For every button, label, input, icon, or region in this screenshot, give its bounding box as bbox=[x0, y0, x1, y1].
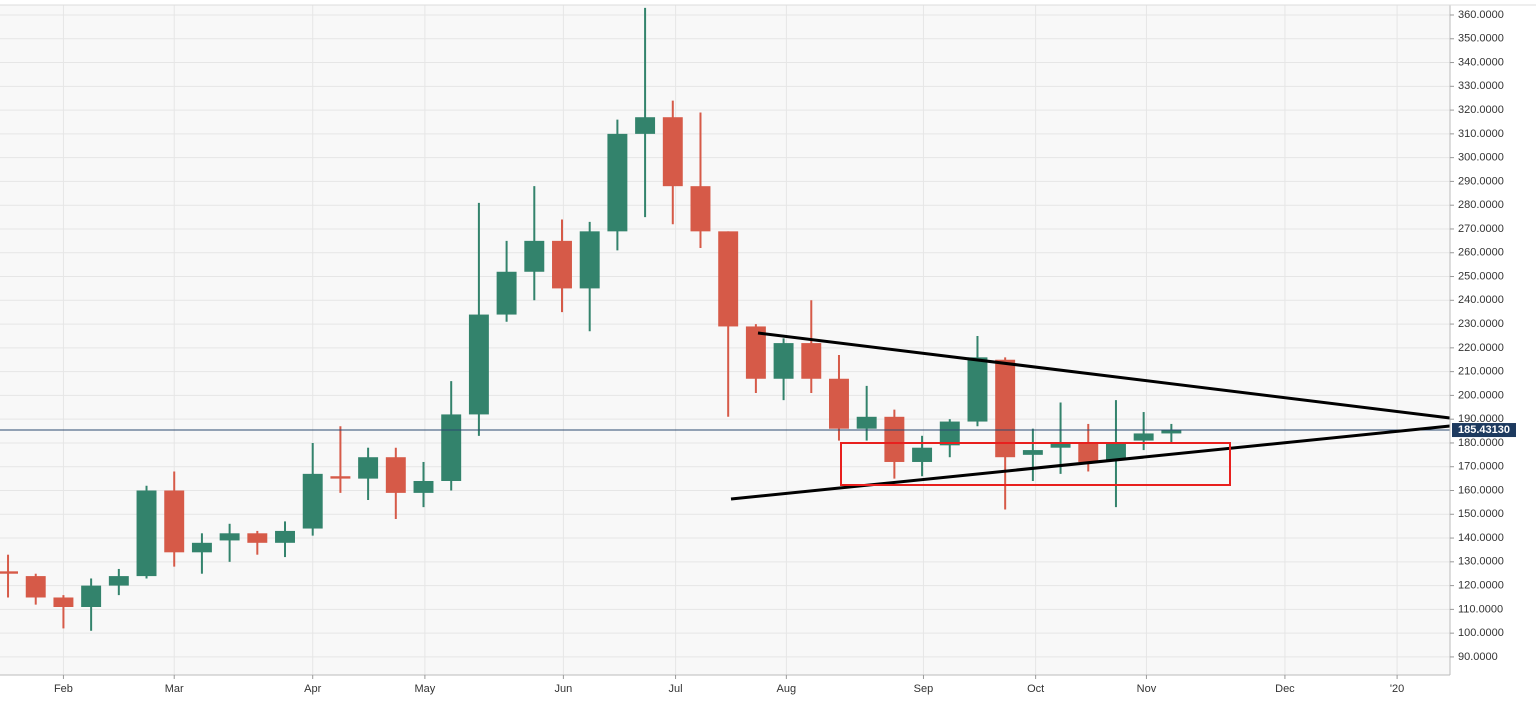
x-tick-label: '20 bbox=[1390, 683, 1404, 695]
x-tick-label: Mar bbox=[165, 683, 184, 695]
y-tick-label: 300.0000 bbox=[1458, 152, 1504, 164]
y-tick-label: 160.0000 bbox=[1458, 484, 1504, 496]
candle-body bbox=[385, 457, 406, 493]
candle-body bbox=[358, 457, 379, 479]
candle-body bbox=[275, 530, 295, 543]
y-tick-label: 220.0000 bbox=[1458, 342, 1504, 354]
y-tick-label: 100.0000 bbox=[1458, 627, 1504, 639]
candle-body bbox=[690, 186, 711, 232]
y-tick-label: 330.0000 bbox=[1458, 80, 1504, 92]
candle-body bbox=[413, 480, 434, 493]
candle-body bbox=[718, 231, 739, 327]
candle-body bbox=[967, 357, 988, 422]
candle-body bbox=[607, 133, 628, 232]
y-tick-label: 280.0000 bbox=[1458, 199, 1504, 211]
candle-body bbox=[773, 343, 794, 379]
candle-body bbox=[0, 571, 19, 574]
candle-body bbox=[829, 378, 849, 429]
candle-body bbox=[496, 271, 517, 315]
y-tick-label: 180.0000 bbox=[1458, 437, 1504, 449]
candle-body bbox=[1050, 442, 1071, 448]
last-price-box bbox=[1452, 423, 1516, 438]
x-tick-label: Feb bbox=[54, 683, 73, 695]
trend-line-upper bbox=[757, 331, 1451, 420]
candle-body bbox=[247, 533, 268, 543]
candle-body bbox=[995, 359, 1016, 458]
candle-body bbox=[136, 490, 157, 577]
x-tick-label: Sep bbox=[914, 683, 934, 695]
y-tick-label: 190.0000 bbox=[1458, 413, 1504, 425]
candle-body bbox=[662, 117, 683, 187]
x-tick-label: May bbox=[414, 683, 435, 695]
candle-body bbox=[164, 490, 185, 553]
candle-body bbox=[468, 314, 489, 415]
y-tick-label: 240.0000 bbox=[1458, 294, 1504, 306]
y-tick-label: 360.0000 bbox=[1458, 9, 1504, 21]
highlight-box bbox=[840, 442, 1231, 486]
x-tick-label: Aug bbox=[777, 683, 797, 695]
candle-body bbox=[552, 240, 572, 289]
candles bbox=[0, 7, 1450, 631]
candle-body bbox=[1078, 442, 1099, 462]
y-tick-label: 310.0000 bbox=[1458, 128, 1504, 140]
y-tick-label: 270.0000 bbox=[1458, 223, 1504, 235]
y-tick-label: 170.0000 bbox=[1458, 461, 1504, 473]
candle-body bbox=[1022, 450, 1043, 455]
y-tick-label: 120.0000 bbox=[1458, 580, 1504, 592]
candle-body bbox=[912, 447, 933, 462]
y-tick-label: 140.0000 bbox=[1458, 532, 1504, 544]
x-tick-label: Jul bbox=[669, 683, 683, 695]
y-tick-label: 320.0000 bbox=[1458, 104, 1504, 116]
x-tick-label: Nov bbox=[1137, 683, 1157, 695]
candle-body bbox=[302, 473, 323, 529]
candle-body bbox=[81, 585, 102, 608]
candle-body bbox=[801, 343, 822, 379]
candle-body bbox=[108, 576, 129, 586]
candle-body bbox=[524, 240, 545, 272]
y-tick-label: 110.0000 bbox=[1458, 603, 1503, 615]
candle-body bbox=[884, 416, 905, 462]
x-tick-label: Apr bbox=[304, 683, 321, 695]
y-tick-label: 150.0000 bbox=[1458, 508, 1504, 520]
grid bbox=[0, 5, 1450, 675]
y-tick-label: 260.0000 bbox=[1458, 247, 1504, 259]
candle-body bbox=[191, 542, 212, 553]
x-tick-label: Oct bbox=[1027, 683, 1044, 695]
candle-body bbox=[745, 326, 766, 379]
candle-body bbox=[635, 117, 656, 134]
candle-body bbox=[1105, 442, 1126, 460]
y-tick-label: 210.0000 bbox=[1458, 366, 1504, 378]
plot-background bbox=[0, 5, 1450, 675]
x-tick-label: Jun bbox=[555, 683, 573, 695]
candle-body bbox=[441, 414, 462, 481]
candle-body bbox=[579, 231, 600, 289]
y-tick-label: 90.0000 bbox=[1458, 651, 1498, 663]
y-tick-label: 200.0000 bbox=[1458, 389, 1504, 401]
candle-body bbox=[1133, 433, 1154, 441]
candle-body bbox=[330, 476, 351, 479]
candle-body bbox=[939, 421, 960, 446]
y-tick-label: 290.0000 bbox=[1458, 175, 1504, 187]
last-price-label: 185.43130 bbox=[1458, 424, 1510, 436]
candle-body bbox=[53, 597, 74, 608]
candle-body bbox=[219, 533, 240, 541]
x-tick-label: Dec bbox=[1275, 683, 1295, 695]
y-tick-label: 250.0000 bbox=[1458, 270, 1504, 282]
y-tick-label: 350.0000 bbox=[1458, 33, 1504, 45]
y-tick-label: 340.0000 bbox=[1458, 56, 1504, 68]
candle-body bbox=[856, 416, 877, 429]
annotations bbox=[730, 331, 1451, 501]
y-tick-label: 130.0000 bbox=[1458, 556, 1504, 568]
axes: 90.0000 100.0000 110.0000 120.0000 130.0000 1… bbox=[54, 9, 1516, 695]
trend-line-lower bbox=[730, 424, 1451, 501]
candle-body bbox=[1161, 430, 1182, 434]
y-tick-label: 230.0000 bbox=[1458, 318, 1504, 330]
candle-body bbox=[25, 576, 46, 598]
